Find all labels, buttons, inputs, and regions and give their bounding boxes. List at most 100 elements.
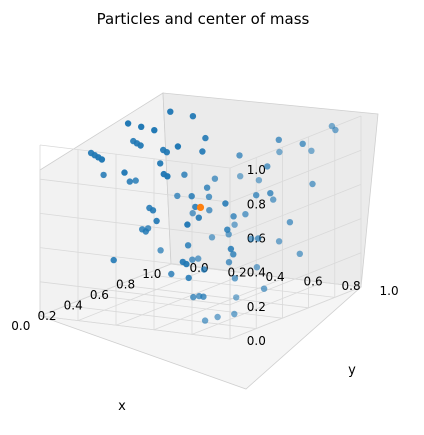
particle-point: [201, 317, 209, 324]
particle-point: [167, 108, 174, 115]
particle-point: [185, 274, 192, 282]
particle-point: [100, 171, 107, 179]
y-tick-label: 0.2: [228, 265, 247, 279]
particle-point: [138, 123, 145, 130]
particle-point: [237, 173, 244, 180]
particle-point: [242, 211, 249, 218]
particle-point: [195, 255, 202, 262]
particle-point: [296, 250, 303, 257]
grid-line-z: [229, 149, 362, 203]
particle-point: [199, 148, 206, 155]
x-tick-label: 0.0: [11, 319, 30, 333]
particle-point: [253, 192, 260, 199]
particle-point: [248, 235, 255, 242]
particle-point: [151, 127, 158, 134]
particle-point: [309, 180, 316, 188]
particle-point: [184, 221, 191, 228]
particle-point: [275, 238, 283, 245]
z-tick-label: 0.8: [247, 197, 266, 211]
particle-point: [189, 113, 197, 120]
particle-point: [142, 228, 149, 235]
particle-point: [190, 293, 197, 301]
y-tick-label: 0.4: [266, 270, 285, 284]
y-tick-label: 1.0: [380, 284, 399, 298]
grid-line-z: [229, 286, 362, 340]
grid-line-z: [229, 184, 362, 237]
particle-point: [200, 266, 208, 273]
particle-point: [276, 148, 283, 156]
x-tick-label: 0.2: [37, 309, 56, 323]
x-tick-label: 0.4: [64, 298, 83, 312]
particle-point: [227, 245, 235, 253]
particle-point: [181, 171, 188, 178]
y-tick-label: 0.8: [342, 279, 361, 293]
grid-line-z-left: [39, 247, 231, 271]
z-tick-label: 1.0: [247, 163, 266, 177]
particle-point: [233, 294, 240, 301]
particle-point: [275, 136, 282, 143]
x-tick-label: 1.0: [142, 267, 161, 281]
z-tick-label: 0.0: [247, 334, 266, 348]
particle-point: [231, 275, 239, 282]
particle-point: [168, 270, 175, 278]
particle-point: [214, 313, 221, 321]
particle-point: [132, 177, 139, 184]
particle-point: [195, 214, 202, 221]
grid-line-x: [144, 274, 335, 298]
grid-line-x: [66, 305, 257, 329]
z-tick-label: 0.2: [247, 300, 266, 314]
particle-point: [253, 264, 261, 271]
particle-point: [189, 256, 196, 263]
particle-point: [225, 231, 232, 238]
particle-point: [308, 147, 315, 154]
particle-point: [267, 190, 274, 197]
particle-point: [202, 134, 209, 142]
particle-point: [208, 234, 216, 241]
particle-point: [222, 200, 229, 207]
particle-point: [230, 251, 237, 258]
particle-point: [164, 173, 171, 180]
particle-point: [230, 213, 237, 220]
y-tick-label: 0.6: [304, 275, 323, 289]
axis-ticks: 0.00.20.40.60.81.0 0.0 0.2 0.4 0.6 0.8 1.00.00…: [11, 163, 398, 348]
particle-point: [255, 177, 263, 184]
particle-point: [332, 126, 339, 134]
grid-line-z: [229, 252, 362, 306]
particle-point: [260, 285, 268, 292]
points-layer: [87, 108, 339, 324]
particle-point: [163, 149, 170, 156]
particle-point: [270, 196, 277, 203]
particle-point: [98, 156, 106, 163]
grid-line-z-left: [39, 281, 231, 306]
particle-point: [286, 219, 294, 226]
particle-point: [192, 203, 199, 211]
chart-title: Particles and center of mass: [97, 10, 310, 28]
particle-point: [264, 163, 271, 170]
particle-point: [149, 207, 157, 214]
particle-point: [203, 184, 211, 191]
particle-point: [183, 260, 190, 268]
particle-point: [211, 175, 219, 182]
x-tick-label: 0.8: [116, 278, 135, 292]
particle-point: [236, 152, 243, 159]
grid-line-z: [229, 218, 362, 271]
particle-point: [231, 310, 238, 318]
grid-line-z-left: [39, 213, 231, 237]
particle-point: [121, 169, 128, 176]
particle-point: [206, 207, 213, 214]
particle-point: [188, 193, 195, 200]
particle-point: [153, 217, 160, 225]
particle-point: [225, 259, 233, 266]
grid-line-z: [229, 115, 362, 169]
grid-line-x: [92, 294, 283, 319]
grid-line-z-left: [39, 315, 231, 340]
x-tick-label: 0.6: [90, 288, 109, 302]
grid-line-z-left: [39, 144, 231, 169]
particle-point: [174, 143, 182, 150]
grid-line-y: [191, 282, 324, 335]
particle-point: [184, 242, 192, 249]
particle-point: [231, 221, 238, 228]
particle-point: [205, 193, 213, 200]
